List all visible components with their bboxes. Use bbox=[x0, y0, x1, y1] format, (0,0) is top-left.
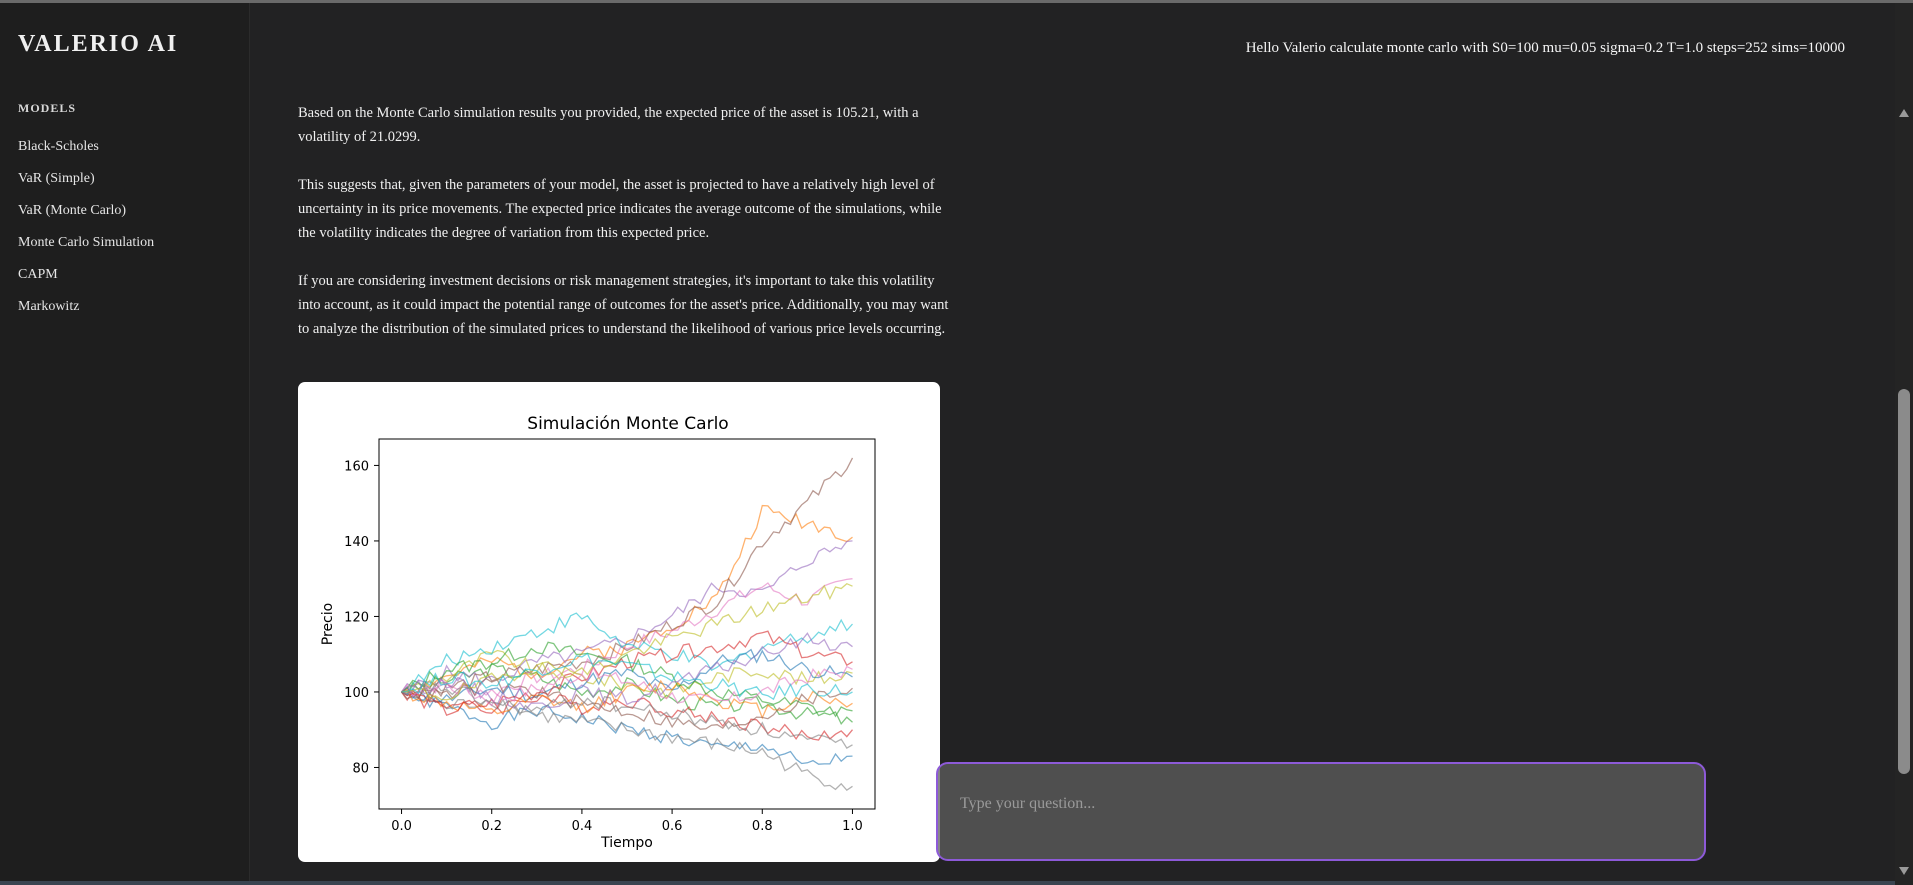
y-tick-label: 120 bbox=[344, 610, 369, 625]
y-tick-label: 140 bbox=[344, 535, 369, 550]
sidebar-item-capm[interactable]: CAPM bbox=[18, 267, 58, 282]
x-tick-label: 0.0 bbox=[391, 819, 412, 834]
simulation-path-line bbox=[401, 677, 853, 730]
simulation-path-line bbox=[401, 641, 853, 725]
assistant-paragraph: Based on the Monte Carlo simulation resu… bbox=[298, 105, 919, 145]
x-tick-label: 0.8 bbox=[752, 819, 773, 834]
question-input-box[interactable] bbox=[936, 762, 1706, 861]
sidebar-item-var-simple[interactable]: VaR (Simple) bbox=[18, 171, 95, 186]
x-tick-label: 0.4 bbox=[572, 819, 593, 834]
y-tick-label: 80 bbox=[352, 761, 369, 776]
chart-series-layer bbox=[400, 457, 854, 792]
x-tick-label: 0.6 bbox=[662, 819, 683, 834]
simulation-path-line bbox=[401, 632, 853, 711]
simulation-path-line bbox=[401, 652, 853, 701]
simulation-path-line bbox=[401, 689, 853, 765]
sidebar-item-var-monte-carlo[interactable]: VaR (Monte Carlo) bbox=[18, 203, 127, 218]
x-tick-label: 0.2 bbox=[481, 819, 502, 834]
chart-ticks-layer: 0.0 0.2 0.4 0.6 0.8 1.0 80 100 120 140 160 bbox=[344, 459, 863, 834]
scroll-down-arrow-icon[interactable] bbox=[1899, 867, 1909, 875]
simulation-path-line bbox=[401, 649, 853, 700]
sidebar-item-monte-carlo-simulation[interactable]: Monte Carlo Simulation bbox=[18, 235, 155, 250]
simulation-path-line bbox=[401, 630, 853, 717]
chart-card: Simulación Monte Carlo 0.0 0.2 0.4 0.6 0.8 1.… bbox=[298, 382, 940, 862]
chart-title: Simulación Monte Carlo bbox=[527, 414, 728, 434]
simulation-path-line bbox=[401, 681, 853, 749]
monte-carlo-chart: Simulación Monte Carlo 0.0 0.2 0.4 0.6 0.8 1.… bbox=[320, 414, 876, 851]
sidebar-item-markowitz[interactable]: Markowitz bbox=[18, 299, 80, 314]
simulation-path-line bbox=[401, 457, 854, 699]
models-section-label: MODELS bbox=[18, 101, 77, 115]
y-axis-label: Precio bbox=[320, 603, 336, 645]
simulation-path-line bbox=[401, 648, 853, 703]
x-axis-label: Tiempo bbox=[600, 835, 653, 851]
simulation-path-line bbox=[401, 578, 853, 697]
window-bottom-border bbox=[0, 881, 1895, 885]
y-tick-label: 100 bbox=[344, 686, 369, 701]
window-top-border bbox=[0, 0, 1913, 3]
models-nav: Black-Scholes VaR (Simple) VaR (Monte Ca… bbox=[18, 136, 154, 328]
y-tick-label: 160 bbox=[344, 459, 369, 474]
assistant-message: Based on the Monte Carlo simulation resu… bbox=[298, 101, 958, 365]
page-scrollbar[interactable] bbox=[1895, 3, 1913, 885]
assistant-paragraph: This suggests that, given the parameters… bbox=[298, 177, 942, 241]
simulation-path-line bbox=[400, 665, 853, 707]
scroll-up-arrow-icon[interactable] bbox=[1899, 109, 1909, 117]
sidebar-item-black-scholes[interactable]: Black-Scholes bbox=[18, 139, 99, 154]
chat-area: Hello Valerio calculate monte carlo with… bbox=[250, 3, 1895, 885]
simulation-path-line bbox=[401, 582, 853, 701]
sidebar: VALERIO AI MODELS Black-Scholes VaR (Sim… bbox=[0, 3, 250, 885]
simulation-path-line bbox=[401, 662, 853, 720]
question-input[interactable] bbox=[958, 788, 1662, 820]
scrollbar-thumb[interactable] bbox=[1898, 389, 1910, 774]
user-message: Hello Valerio calculate monte carlo with… bbox=[1245, 40, 1845, 56]
app-logo: VALERIO AI bbox=[18, 31, 179, 57]
simulation-path-line bbox=[401, 612, 853, 696]
simulation-path-line bbox=[401, 504, 853, 695]
assistant-paragraph: If you are considering investment decisi… bbox=[298, 273, 949, 337]
x-tick-label: 1.0 bbox=[842, 819, 863, 834]
plot-frame bbox=[378, 438, 876, 810]
